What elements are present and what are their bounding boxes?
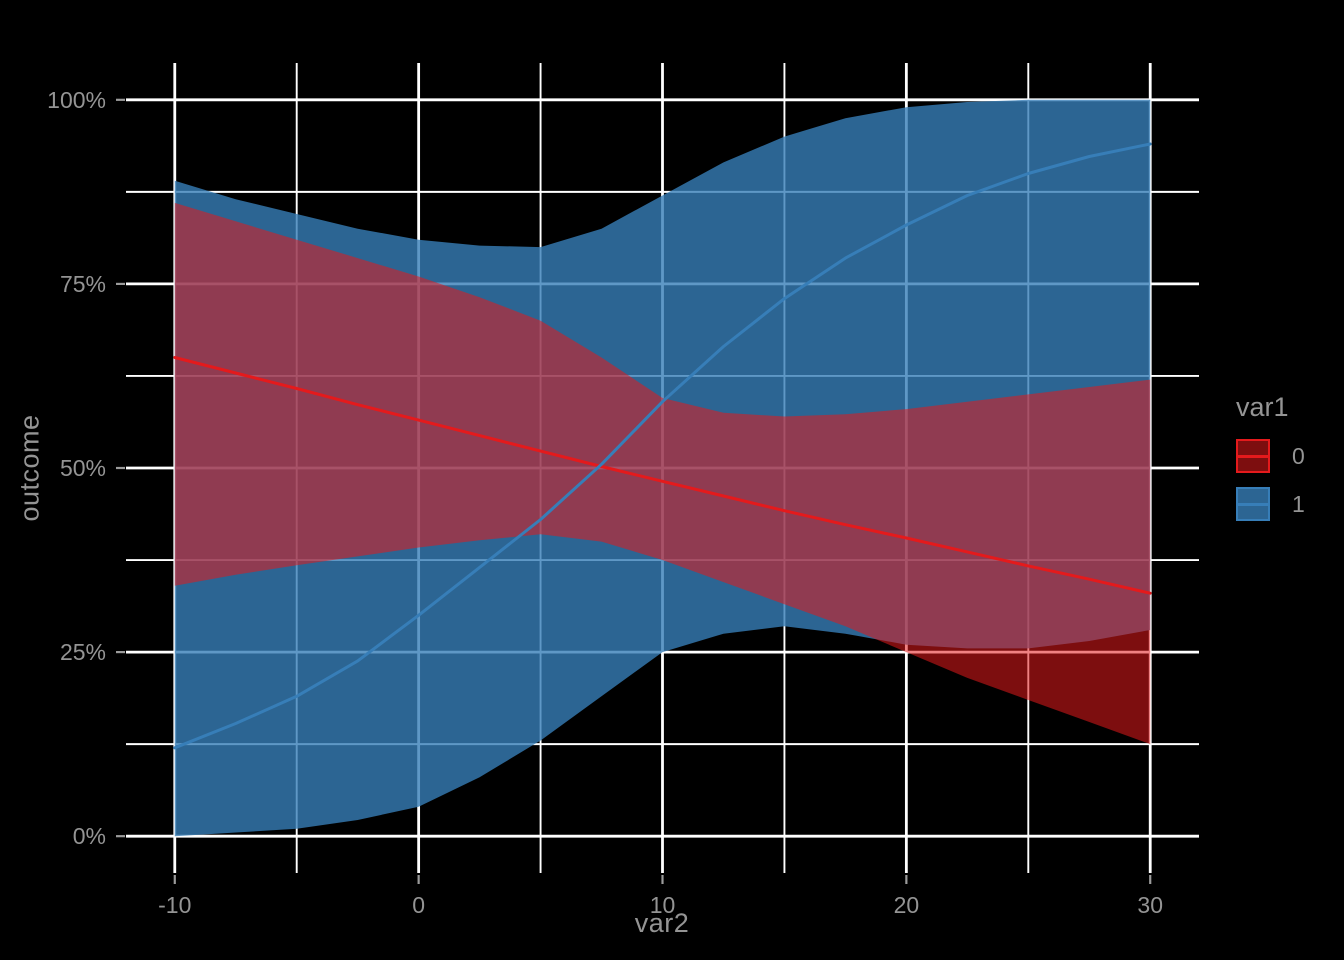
y-tick-label: 25% [60, 639, 106, 665]
x-axis-title: var2 [634, 908, 690, 938]
fit-line-var1-1 [173, 142, 1152, 750]
x-tick-label: 0 [412, 892, 425, 918]
x-tick-label: -10 [158, 892, 191, 918]
legend-label-1: 1 [1292, 490, 1305, 517]
x-tick-label: 20 [894, 892, 920, 918]
legend: var1 0 1 [1236, 392, 1305, 535]
y-tick-label: 50% [60, 455, 106, 481]
legend-item-0: 0 [1236, 439, 1305, 473]
legend-key-0 [1236, 439, 1270, 473]
y-tick-label: 75% [60, 271, 106, 297]
y-axis-title: outcome [14, 414, 45, 522]
legend-keyline-1 [1238, 502, 1268, 506]
ribbon-var1-0 [174, 202, 1151, 745]
legend-title: var1 [1236, 392, 1289, 422]
legend-item-1: 1 [1236, 487, 1305, 521]
y-tick-label: 100% [47, 87, 106, 113]
legend-keyline-0 [1238, 454, 1268, 458]
fit-line-var1-0 [173, 356, 1152, 595]
x-tick-label: 30 [1137, 892, 1163, 918]
legend-label-0: 0 [1292, 442, 1305, 469]
y-tick-label: 0% [73, 823, 106, 849]
x-tick-label: 10 [650, 892, 676, 918]
legend-key-1 [1236, 487, 1270, 521]
